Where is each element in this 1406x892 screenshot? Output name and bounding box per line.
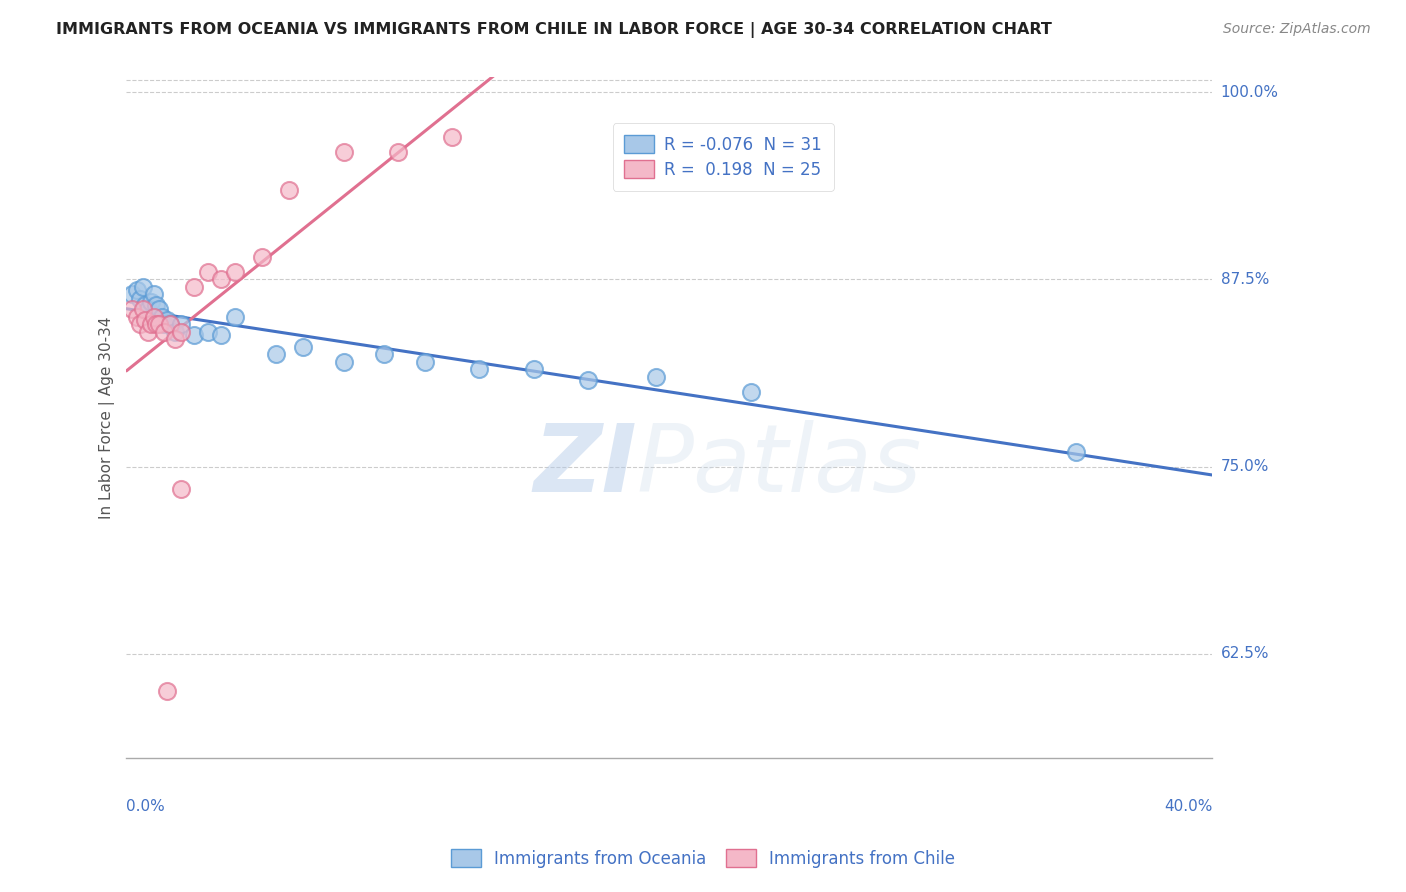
Point: [136, 302, 159, 317]
Point: [211, 272, 233, 286]
Point: [134, 313, 156, 327]
Point: [165, 332, 187, 346]
Text: ZI: ZI: [533, 419, 637, 511]
Point: [159, 318, 181, 332]
Point: [121, 302, 143, 317]
Point: [740, 384, 762, 399]
Point: [523, 362, 546, 376]
Point: [156, 684, 179, 698]
Point: [183, 280, 205, 294]
Text: IMMIGRANTS FROM OCEANIA VS IMMIGRANTS FROM CHILE IN LABOR FORCE | AGE 30-34 CORR: IMMIGRANTS FROM OCEANIA VS IMMIGRANTS FR…: [56, 22, 1052, 38]
Point: [291, 340, 314, 354]
Point: [576, 373, 599, 387]
Point: [153, 325, 176, 339]
Point: [145, 318, 167, 332]
Point: [278, 183, 301, 197]
Point: [197, 265, 219, 279]
Legend: Immigrants from Oceania, Immigrants from Chile: Immigrants from Oceania, Immigrants from…: [439, 838, 967, 880]
Point: [332, 145, 354, 160]
Point: [170, 318, 193, 332]
Point: [250, 250, 273, 264]
Point: [197, 325, 219, 339]
Point: [129, 318, 152, 332]
Point: [264, 347, 287, 361]
Point: [441, 130, 464, 145]
Point: [148, 302, 170, 317]
Text: 87.5%: 87.5%: [1220, 272, 1268, 287]
Point: [1066, 444, 1088, 458]
Point: [145, 298, 167, 312]
Point: [165, 325, 187, 339]
Text: Patlas: Patlas: [637, 420, 922, 511]
Point: [139, 318, 162, 332]
Point: [183, 327, 205, 342]
Point: [332, 355, 354, 369]
Point: [224, 265, 246, 279]
Point: [156, 313, 179, 327]
Text: 100.0%: 100.0%: [1220, 85, 1278, 100]
Text: 75.0%: 75.0%: [1220, 459, 1268, 474]
Point: [132, 302, 155, 317]
Point: [132, 280, 155, 294]
Point: [139, 294, 162, 309]
Point: [153, 318, 176, 332]
Point: [373, 347, 395, 361]
Text: Source: ZipAtlas.com: Source: ZipAtlas.com: [1223, 22, 1371, 37]
Point: [170, 325, 193, 339]
Point: [148, 318, 170, 332]
Text: 0.0%: 0.0%: [127, 799, 166, 814]
Legend: R = -0.076  N = 31, R =  0.198  N = 25: R = -0.076 N = 31, R = 0.198 N = 25: [613, 123, 834, 191]
Point: [387, 145, 409, 160]
Point: [211, 327, 233, 342]
Y-axis label: In Labor Force | Age 30-34: In Labor Force | Age 30-34: [100, 317, 115, 519]
Point: [150, 310, 173, 324]
Point: [170, 482, 193, 496]
Point: [129, 292, 152, 306]
Point: [644, 369, 666, 384]
Point: [142, 287, 165, 301]
Point: [159, 318, 181, 332]
Text: 40.0%: 40.0%: [1164, 799, 1212, 814]
Point: [134, 298, 156, 312]
Point: [121, 287, 143, 301]
Point: [142, 310, 165, 324]
Point: [224, 310, 246, 324]
Point: [127, 283, 149, 297]
Point: [127, 310, 149, 324]
Text: 62.5%: 62.5%: [1220, 646, 1270, 661]
Point: [413, 355, 436, 369]
Point: [136, 325, 159, 339]
Point: [468, 362, 491, 376]
